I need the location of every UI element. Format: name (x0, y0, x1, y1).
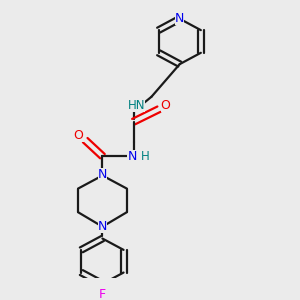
Text: F: F (99, 288, 106, 300)
Text: O: O (74, 130, 84, 142)
Text: N: N (98, 220, 107, 233)
Text: N: N (175, 12, 184, 25)
Text: N: N (98, 168, 107, 181)
Text: N: N (128, 150, 137, 163)
Text: O: O (160, 99, 170, 112)
Text: HN: HN (128, 98, 146, 112)
Text: H: H (141, 150, 149, 163)
